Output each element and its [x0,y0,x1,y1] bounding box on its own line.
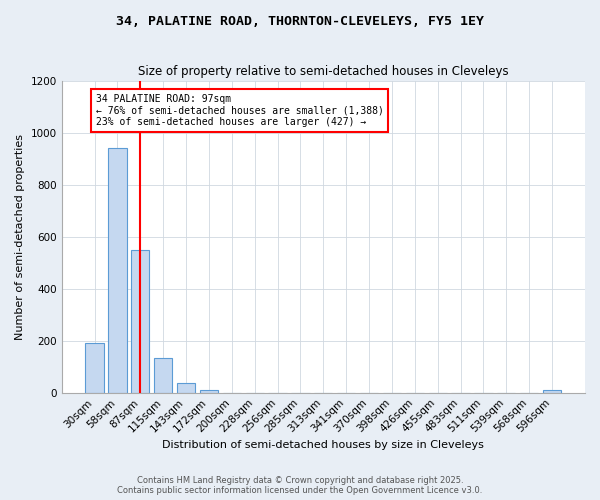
Text: 34, PALATINE ROAD, THORNTON-CLEVELEYS, FY5 1EY: 34, PALATINE ROAD, THORNTON-CLEVELEYS, F… [116,15,484,28]
Text: 34 PALATINE ROAD: 97sqm
← 76% of semi-detached houses are smaller (1,388)
23% of: 34 PALATINE ROAD: 97sqm ← 76% of semi-de… [96,94,383,127]
Bar [177,383,195,392]
Text: Contains HM Land Registry data © Crown copyright and database right 2025.
Contai: Contains HM Land Registry data © Crown c… [118,476,482,495]
Bar [200,390,218,392]
Bar [154,358,172,392]
Bar [85,342,104,392]
Title: Size of property relative to semi-detached houses in Cleveleys: Size of property relative to semi-detach… [138,65,509,78]
Bar [543,390,561,392]
Y-axis label: Number of semi-detached properties: Number of semi-detached properties [15,134,25,340]
Bar [109,148,127,392]
Bar [131,250,149,392]
X-axis label: Distribution of semi-detached houses by size in Cleveleys: Distribution of semi-detached houses by … [163,440,484,450]
